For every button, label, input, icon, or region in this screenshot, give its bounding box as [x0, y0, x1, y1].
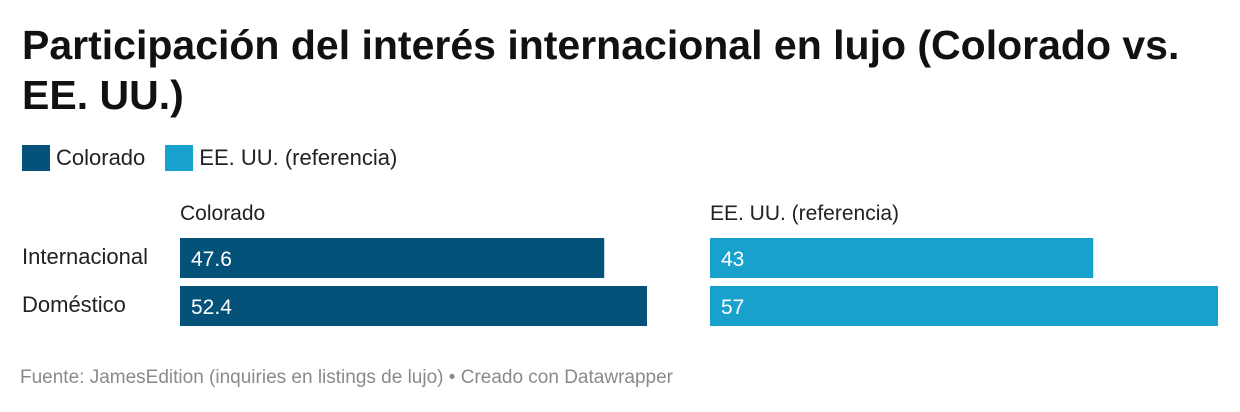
panel-header-1: EE. UU. (referencia) — [710, 202, 899, 225]
bar-1-0 — [710, 238, 1094, 278]
legend-item-us: EE. UU. (referencia) — [165, 145, 397, 171]
legend: Colorado EE. UU. (referencia) — [22, 145, 417, 171]
bar-0-1 — [180, 286, 648, 326]
bar-1-1 — [710, 286, 1218, 326]
category-label-1: Doméstico — [22, 292, 126, 317]
chart-title: Participación del interés internacional … — [22, 22, 1180, 118]
bar-chart: Internacional Doméstico Colorado 47.6 52.4 EE… — [22, 202, 1218, 326]
legend-label-us: EE. UU. (referencia) — [199, 145, 398, 170]
legend-swatch-colorado — [22, 145, 50, 171]
legend-swatch-us — [165, 145, 194, 171]
source-footer: Fuente: JamesEdition (inquiries en listi… — [20, 367, 673, 388]
bar-0-0 — [180, 238, 605, 278]
data-label-1-0: 43 — [721, 248, 744, 271]
data-label-0-1: 52.4 — [191, 296, 232, 319]
category-label-0: Internacional — [22, 244, 148, 269]
legend-label-colorado: Colorado — [56, 145, 146, 170]
panel-header-0: Colorado — [180, 202, 265, 225]
data-label-1-1: 57 — [721, 296, 744, 319]
data-label-0-0: 47.6 — [191, 248, 232, 271]
legend-item-colorado: Colorado — [22, 145, 145, 171]
